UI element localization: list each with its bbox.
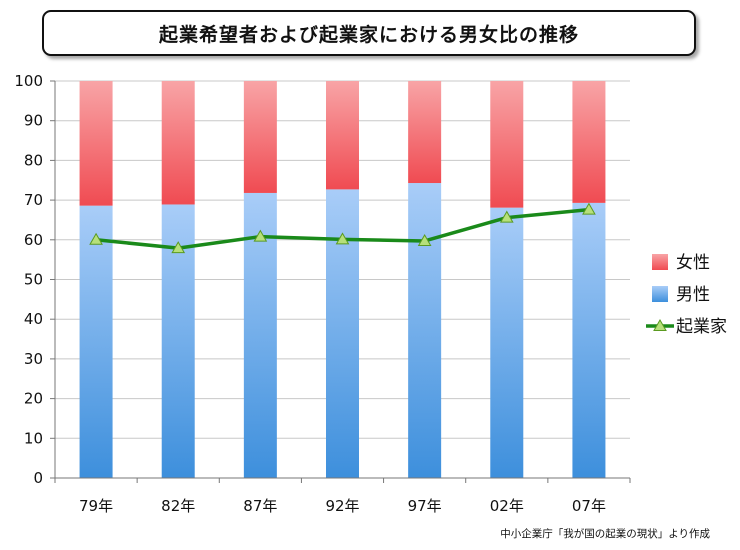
entrepreneur-point [499, 210, 514, 223]
x-tick-label: 79年 [79, 497, 113, 515]
y-tick-label: 50 [24, 271, 43, 289]
y-tick-label: 70 [24, 191, 43, 209]
bar-male [572, 202, 606, 478]
x-tick-label: 82年 [161, 497, 195, 515]
entrepreneur-point [335, 232, 350, 245]
legend-label: 女性 [676, 253, 710, 273]
bar-female [490, 81, 524, 208]
bar-male [408, 183, 442, 479]
y-tick-label: 80 [24, 151, 43, 169]
bar-female [408, 81, 442, 184]
y-tick-label: 0 [33, 469, 43, 487]
y-tick-label: 100 [14, 72, 43, 90]
bar-male [79, 205, 113, 478]
entrepreneur-point [253, 229, 268, 242]
y-tick-label: 20 [24, 390, 43, 408]
bar-female [161, 81, 195, 205]
x-tick-labels: 79年 82年 87年 92年 97年 02年 07年 [79, 497, 606, 515]
y-tick-labels: 0 10 20 30 40 50 60 70 80 90 100 [14, 72, 43, 487]
legend-label: 起業家 [676, 317, 727, 337]
entrepreneur-point [582, 202, 596, 215]
axes [54, 81, 631, 483]
entrepreneur-point [417, 233, 432, 246]
y-tick-label: 90 [24, 112, 43, 130]
bars [79, 81, 606, 479]
y-tick-label: 10 [24, 429, 43, 447]
legend-label: 男性 [676, 285, 710, 305]
y-tick-label: 30 [24, 350, 43, 368]
y-tick-label: 40 [24, 310, 43, 328]
entrepreneur-point [89, 232, 103, 245]
legend-marker [653, 318, 667, 331]
bar-male [490, 207, 524, 478]
x-tick-label: 87年 [243, 497, 277, 515]
bar-female [243, 81, 277, 193]
y-tick-label: 60 [24, 231, 43, 249]
x-tick-label: 07年 [572, 497, 606, 515]
chart-title: 起業希望者および起業家における男女比の推移 [42, 10, 696, 56]
entrepreneur-line [89, 202, 596, 254]
bar-female [326, 81, 359, 190]
source-note: 中小企業庁「我が国の起業の現状」より作成 [500, 528, 710, 540]
bar-female [79, 81, 113, 206]
x-tick-label: 97年 [408, 497, 442, 515]
x-tick-label: 02年 [490, 497, 524, 515]
legend-swatch [652, 286, 668, 302]
bar-female [572, 81, 606, 203]
x-tick-label: 92年 [325, 497, 359, 515]
legend-swatch [652, 254, 668, 270]
entrepreneur-point [171, 241, 186, 254]
